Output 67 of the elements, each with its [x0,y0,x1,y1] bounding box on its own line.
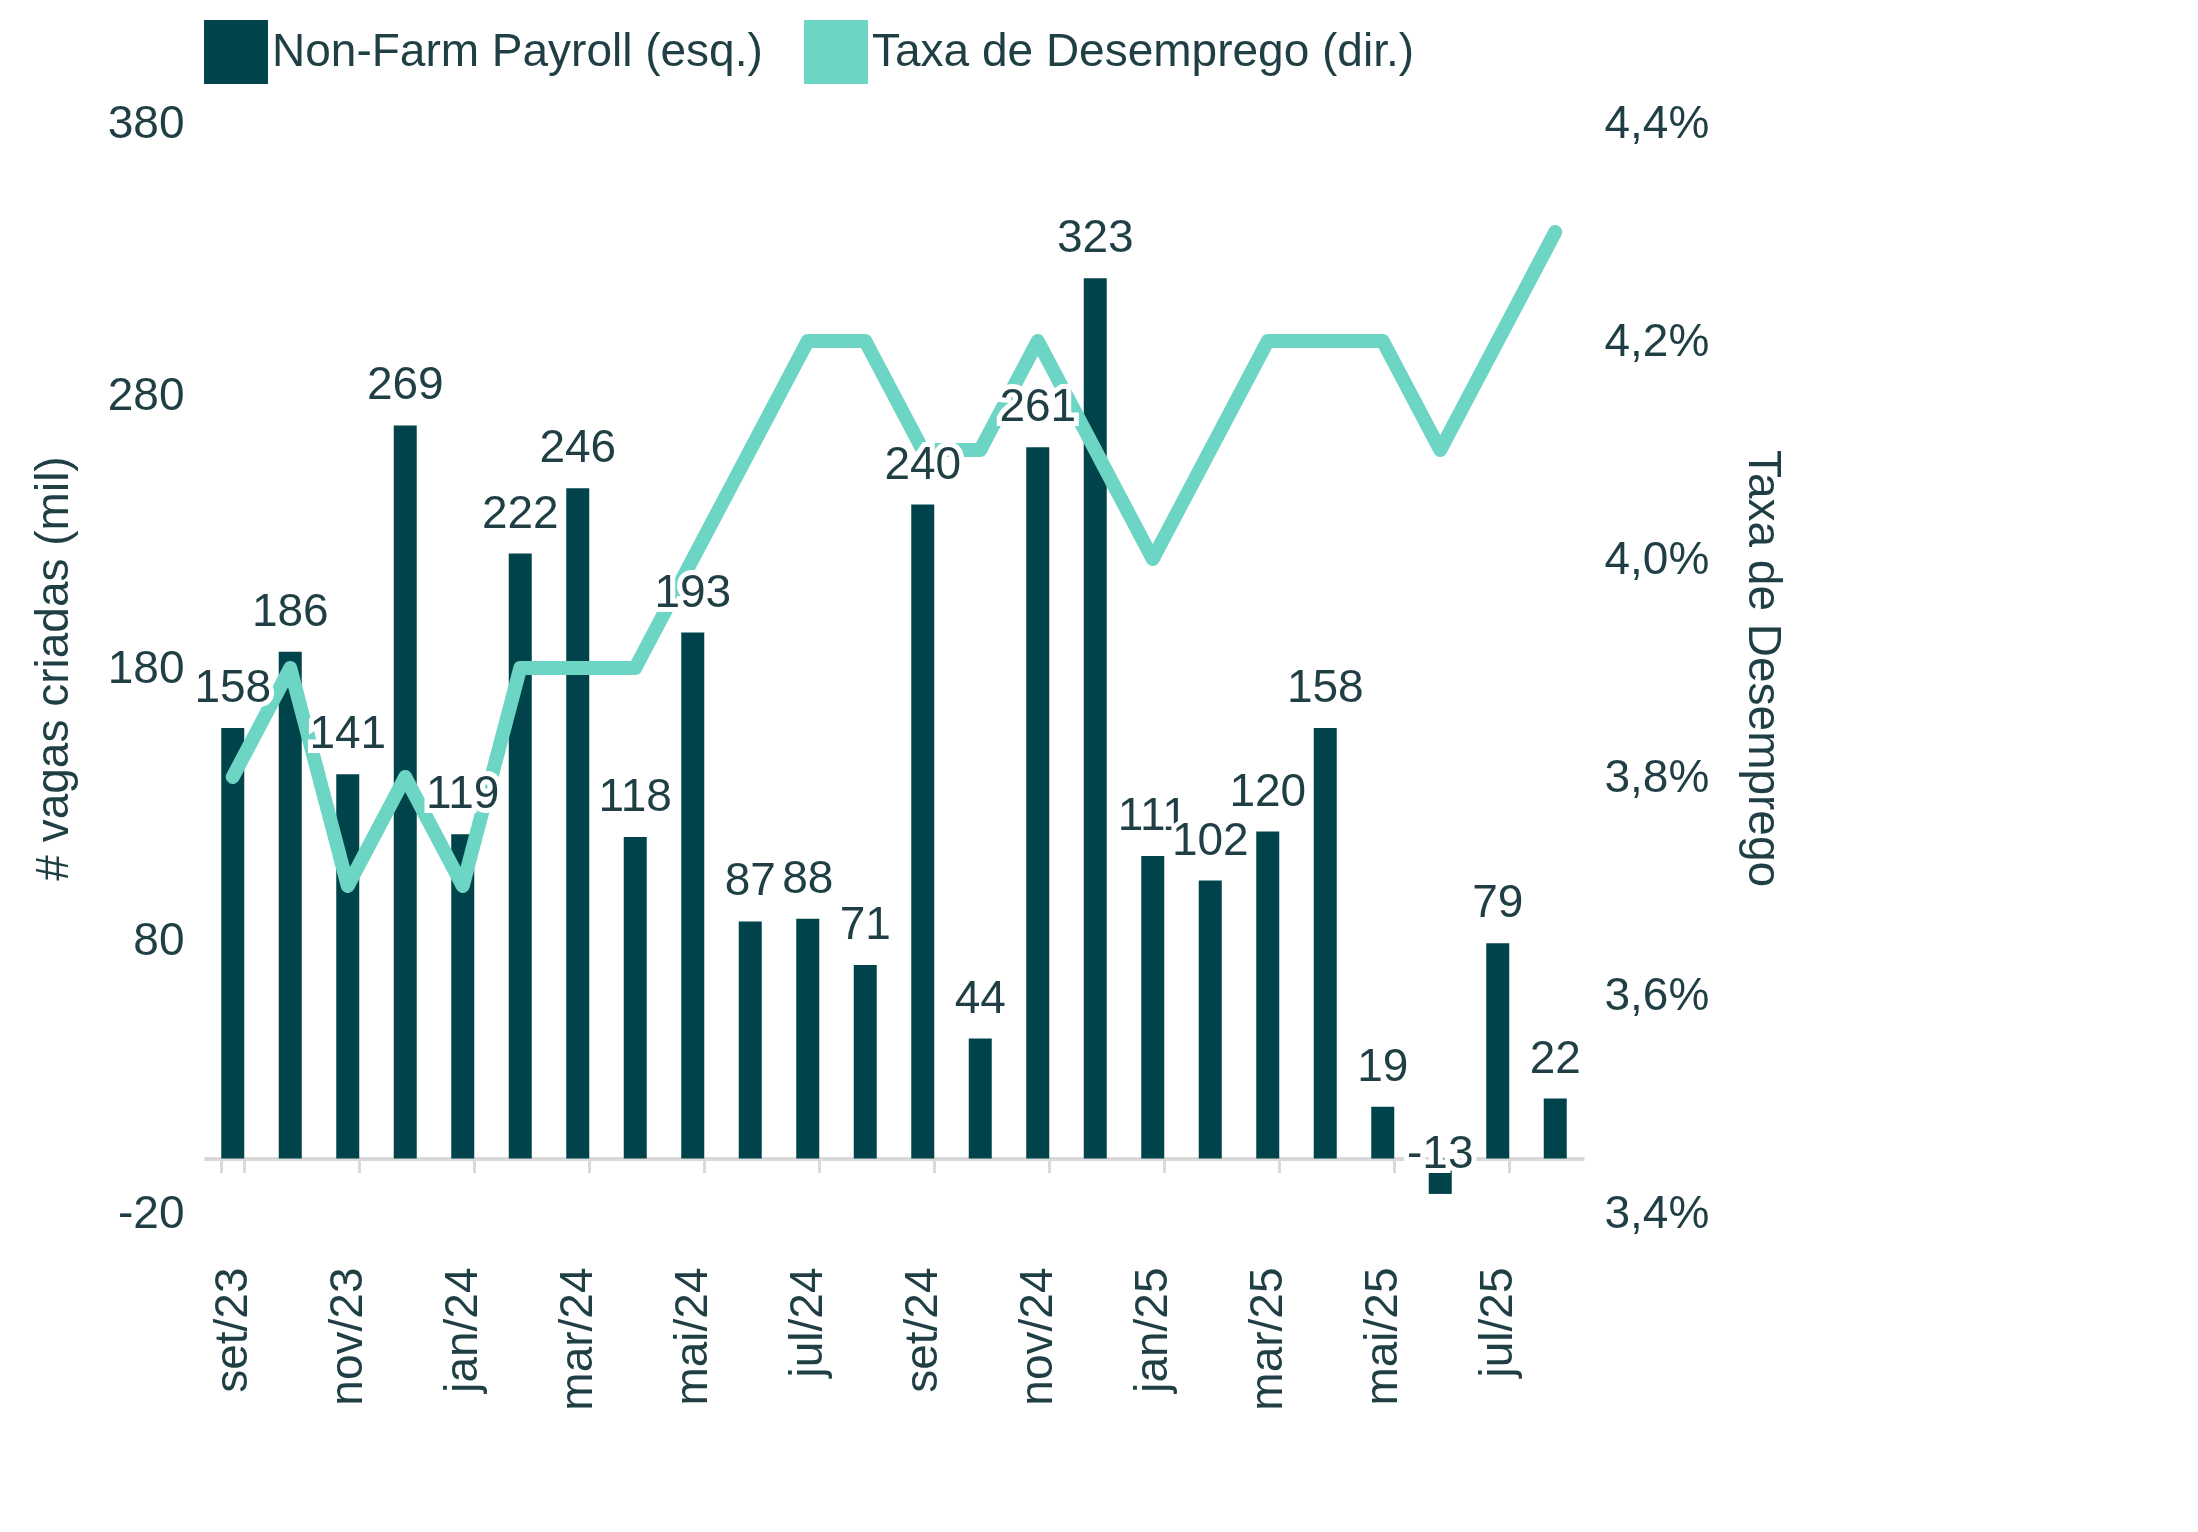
data-label: 71 [839,897,891,950]
data-label: 22 [1529,1030,1581,1083]
data-label: 158 [1286,659,1364,712]
data-label: 323 [1056,210,1134,263]
data-label: 269 [366,357,444,410]
data-label: 118 [598,768,672,821]
data-label: 186 [251,583,329,636]
bar [911,504,935,1159]
x-tick-label: mai/24 [665,1267,718,1406]
bar [681,632,705,1159]
y-axis-title: # vagas criadas (mil) [25,456,78,881]
bar [1256,831,1280,1159]
data-label: 87 [724,853,776,906]
y-tick-label: 80 [133,913,185,965]
x-tick-label: mai/25 [1355,1267,1408,1406]
bar [1313,727,1337,1159]
bar [1371,1106,1395,1159]
bar [1083,278,1107,1159]
bar [566,488,590,1159]
data-label: 141 [309,706,387,759]
bar [221,727,245,1159]
y2-tick-label: 4,4% [1604,95,1710,148]
data-label: 246 [539,420,617,473]
y-tick-label: 280 [107,368,185,420]
data-label: -13 [1407,1125,1474,1178]
bar [1198,880,1222,1159]
x-tick-label: nov/23 [320,1267,373,1406]
x-tick-label: jan/24 [435,1267,488,1395]
y2-tick-label: 3,8% [1604,749,1710,802]
bar [623,836,647,1159]
bar [968,1038,992,1159]
data-label: 44 [954,970,1006,1023]
data-label: 158 [194,659,272,712]
data-label: 88 [782,850,834,903]
data-label: 222 [481,485,559,538]
bar [738,921,762,1159]
data-label: 240 [884,436,962,489]
bar [1486,943,1510,1159]
x-tick-label: mar/24 [550,1267,603,1411]
x-tick-label: set/24 [895,1267,948,1393]
y2-tick-label: 3,6% [1604,967,1710,1020]
data-label: 19 [1357,1038,1409,1091]
y2-axis-title: Taxa de Desemprego [1739,449,1792,888]
y-tick-label: 180 [107,640,185,693]
data-label: 120 [1229,763,1307,816]
bar [796,918,820,1159]
bar [1141,856,1165,1159]
y-tick-label: -20 [118,1185,185,1238]
legend-label: Non-Farm Payroll (esq.) [272,24,763,76]
bar [508,553,532,1159]
bar [1543,1098,1567,1159]
x-tick-label: nov/24 [1010,1267,1063,1406]
y-tick-label: 380 [107,95,185,148]
x-tick-label: jul/25 [1470,1267,1523,1380]
data-label: 79 [1472,875,1524,928]
x-tick-label: jul/24 [780,1267,833,1380]
y2-tick-label: 3,4% [1604,1185,1710,1238]
bar [278,651,302,1159]
bar [393,425,417,1159]
x-tick-label: jan/25 [1125,1267,1178,1395]
x-tick-label: set/23 [205,1267,258,1393]
bar [1026,447,1050,1159]
legend-label: Taxa de Desemprego (dir.) [872,24,1415,76]
x-tick-label: mar/25 [1240,1267,1293,1411]
bar [853,965,877,1159]
y2-tick-label: 4,2% [1604,313,1710,366]
y2-tick-label: 4,0% [1604,531,1710,584]
